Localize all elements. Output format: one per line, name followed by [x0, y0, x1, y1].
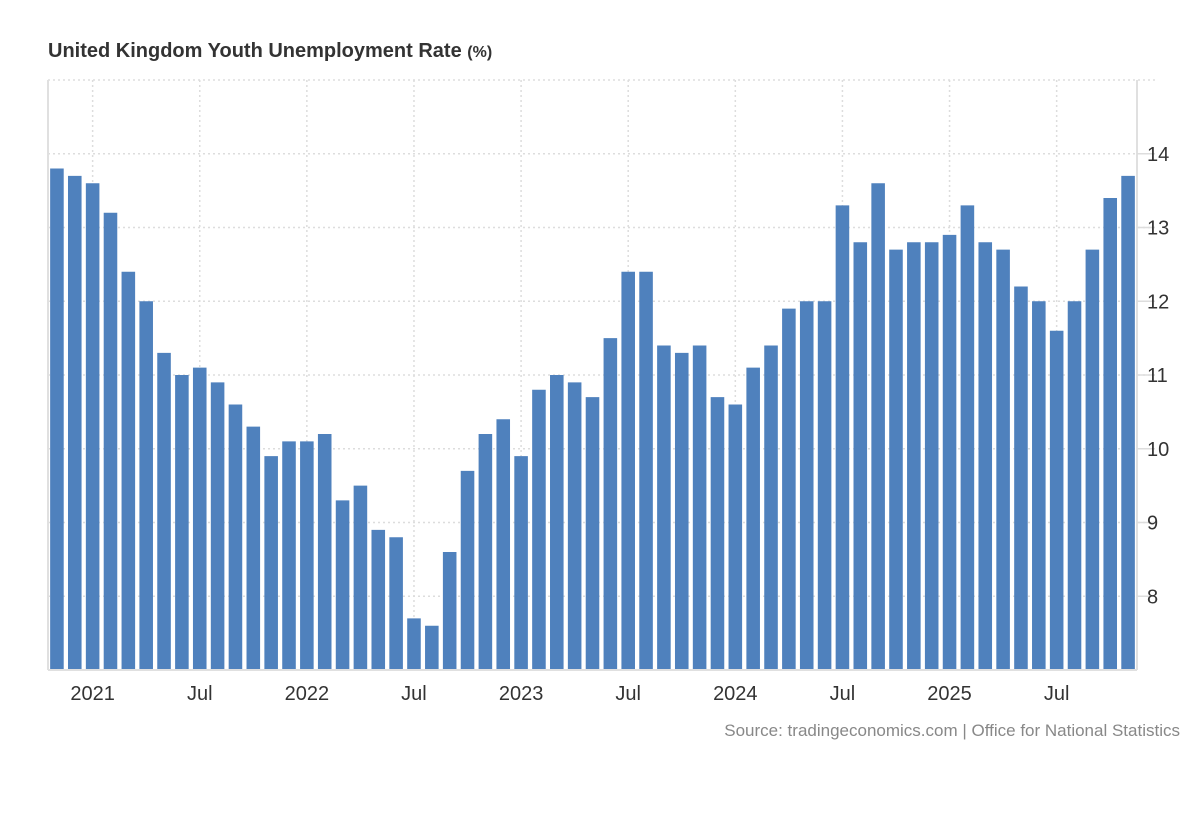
bar: Oct 2025: 13.4: [1103, 198, 1118, 670]
x-tick-label: Jul: [401, 683, 427, 705]
bar: Feb 2021: 13.2: [103, 212, 118, 670]
y-axis-ticks: 8 9 10 11 12 13 14: [1137, 144, 1169, 608]
bar: Jun 2023: 11.5: [603, 338, 618, 670]
x-tick-label: 2024: [713, 683, 758, 705]
bar: May 2024: 12: [799, 301, 814, 670]
y-tick-label: 13: [1147, 218, 1169, 240]
bar: Feb 2023: 10.8: [532, 389, 546, 670]
y-tick-label: 14: [1147, 144, 1169, 166]
bar: Feb 2024: 11.1: [746, 367, 760, 670]
x-axis-ticks: 2021 Jul 2022 Jul 2023 Jul 2024 Jul 2025 Jul: [70, 683, 1069, 705]
bar: Oct 2023: 11.3: [674, 352, 689, 670]
bar: Apr 2024: 11.9: [782, 308, 796, 670]
bar: Dec 2023: 10.7: [710, 397, 725, 670]
bar: Nov 2023: 11.4: [692, 345, 707, 670]
bar: Sep 2022: 8.6: [442, 552, 457, 670]
bar: Mar 2025: 12.8: [978, 242, 993, 670]
bar: Jun 2025: 12: [1032, 301, 1046, 670]
bar: Jul 2024: 13.3: [835, 205, 850, 670]
bar: May 2025: 12.2: [1014, 286, 1028, 670]
x-tick-label: Jul: [1044, 683, 1070, 705]
bar: Apr 2025: 12.7: [996, 249, 1010, 670]
bar: Feb 2025: 13.3: [960, 205, 975, 670]
bar: Jan 2021: 13.6: [85, 183, 100, 670]
bar: Jul 2021: 11.1: [192, 367, 207, 670]
bar: Apr 2022: 9.5: [353, 485, 368, 670]
bar: Jun 2024: 12: [817, 301, 832, 670]
bar: Oct 2021: 10.3: [246, 426, 261, 670]
bar: Sep 2024: 13.6: [871, 183, 885, 670]
bar: May 2022: 8.9: [371, 529, 386, 670]
chart-title: United Kingdom Youth Unemployment Rate (…: [48, 40, 492, 63]
x-tick-label: Jul: [615, 683, 641, 705]
bar: Sep 2021: 10.6: [228, 404, 243, 670]
bar: Aug 2021: 10.9: [210, 382, 225, 670]
x-tick-label: 2025: [927, 683, 972, 705]
bar: Dec 2022: 10.4: [496, 419, 511, 670]
bar: Jun 2022: 8.8: [389, 537, 403, 670]
bar: Apr 2021: 12: [139, 301, 153, 670]
bar: May 2023: 10.7: [585, 397, 600, 670]
y-tick-label: 8: [1147, 586, 1158, 608]
bar: Nov 2025: 13.7: [1121, 175, 1135, 670]
bar: Mar 2024: 11.4: [764, 345, 778, 670]
bar: Dec 2020: 13.7: [67, 175, 82, 670]
bar: Jan 2022: 10.1: [300, 441, 314, 670]
bar: Apr 2023: 10.9: [567, 382, 582, 670]
x-tick-label: Jul: [830, 683, 856, 705]
bar: Jul 2023: 12.4: [621, 271, 635, 670]
bar: May 2021: 11.3: [157, 352, 171, 670]
bar: Aug 2024: 12.8: [853, 242, 868, 670]
bar: Feb 2022: 10.2: [317, 434, 332, 670]
bar: Dec 2024: 12.8: [924, 242, 939, 670]
y-tick-label: 11: [1147, 365, 1168, 387]
bar: Aug 2022: 7.6: [425, 625, 439, 670]
bar: Sep 2023: 11.4: [657, 345, 671, 670]
bar: Nov 2021: 9.9: [264, 456, 278, 670]
source-note: Source: tradingeconomics.com | Office fo…: [724, 721, 1180, 740]
x-tick-label: 2023: [499, 683, 544, 705]
bar: Mar 2021: 12.4: [121, 271, 136, 670]
bar: Aug 2023: 12.4: [639, 271, 653, 670]
x-tick-label: 2022: [285, 683, 330, 705]
x-tick-label: 2021: [70, 683, 115, 705]
bar: Mar 2023: 11: [550, 375, 564, 670]
bars: Nov 2020: 13.8Dec 2020: 13.7Jan 2021: 13…: [50, 168, 1135, 670]
y-tick-label: 9: [1147, 513, 1158, 535]
bar: Jan 2023: 9.9: [514, 456, 528, 670]
bar: Oct 2024: 12.7: [889, 249, 903, 670]
bar: Nov 2020: 13.8: [50, 168, 64, 670]
bar: Jan 2024: 10.6: [728, 404, 743, 670]
bar: Mar 2022: 9.3: [335, 500, 350, 670]
bar: Jun 2021: 11: [175, 375, 189, 670]
bar: Jan 2025: 12.9: [942, 234, 957, 670]
bar: Dec 2021: 10.1: [282, 441, 296, 670]
y-tick-label: 10: [1147, 439, 1169, 461]
bar: Jul 2022: 7.7: [407, 618, 421, 670]
bar: Sep 2025: 12.7: [1085, 249, 1100, 670]
chart-unit: (%): [467, 44, 493, 61]
bar: Oct 2022: 9.7: [460, 470, 475, 670]
bar: Aug 2025: 12: [1067, 301, 1082, 670]
bar: Nov 2024: 12.8: [907, 242, 921, 670]
bar: Nov 2022: 10.2: [478, 434, 493, 670]
chart-title-text: United Kingdom Youth Unemployment Rate: [48, 40, 462, 62]
y-tick-label: 12: [1147, 291, 1169, 313]
bar: Jul 2025: 11.6: [1049, 330, 1064, 670]
x-tick-label: Jul: [187, 683, 213, 705]
